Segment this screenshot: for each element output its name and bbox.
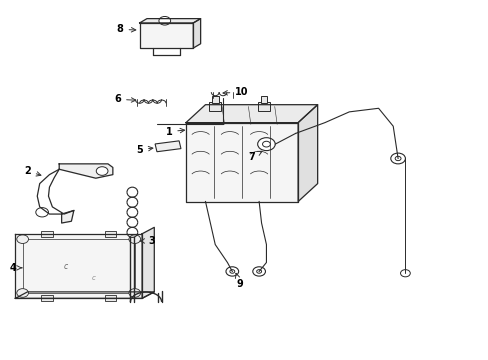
- Text: 6: 6: [114, 94, 136, 104]
- Text: 8: 8: [117, 24, 136, 35]
- Bar: [211, 96, 218, 103]
- Circle shape: [159, 17, 170, 25]
- Circle shape: [256, 270, 261, 273]
- Bar: [258, 102, 269, 111]
- Polygon shape: [185, 123, 298, 202]
- Circle shape: [400, 270, 409, 277]
- Text: 4: 4: [9, 263, 22, 273]
- Polygon shape: [142, 227, 154, 298]
- Text: 3: 3: [140, 236, 155, 246]
- Bar: [41, 231, 53, 237]
- Circle shape: [262, 141, 270, 147]
- Bar: [155, 141, 181, 152]
- Text: c: c: [91, 275, 95, 281]
- Bar: [104, 296, 116, 301]
- Text: 5: 5: [136, 144, 153, 154]
- Circle shape: [129, 235, 141, 243]
- Circle shape: [394, 156, 400, 161]
- Text: 10: 10: [223, 87, 248, 97]
- Bar: [22, 239, 135, 293]
- Text: 7: 7: [248, 151, 262, 162]
- Circle shape: [17, 235, 28, 243]
- Circle shape: [129, 289, 141, 297]
- Text: c: c: [63, 262, 68, 271]
- Circle shape: [225, 267, 238, 276]
- Polygon shape: [15, 292, 154, 298]
- Bar: [41, 296, 53, 301]
- Bar: [260, 96, 267, 103]
- Circle shape: [17, 289, 28, 297]
- Circle shape: [36, 208, 48, 217]
- Polygon shape: [298, 105, 317, 202]
- Circle shape: [390, 153, 405, 164]
- Polygon shape: [59, 164, 113, 178]
- Bar: [209, 102, 221, 111]
- Text: 2: 2: [24, 166, 41, 176]
- Bar: [104, 231, 116, 237]
- Circle shape: [252, 267, 265, 276]
- Polygon shape: [193, 19, 200, 48]
- Polygon shape: [61, 211, 74, 223]
- Polygon shape: [140, 23, 193, 48]
- Circle shape: [229, 270, 234, 273]
- Circle shape: [96, 167, 108, 175]
- Text: 9: 9: [235, 273, 243, 289]
- Circle shape: [257, 138, 275, 150]
- Polygon shape: [140, 19, 200, 23]
- Polygon shape: [185, 105, 317, 123]
- Polygon shape: [15, 234, 142, 298]
- Text: 1: 1: [165, 127, 184, 136]
